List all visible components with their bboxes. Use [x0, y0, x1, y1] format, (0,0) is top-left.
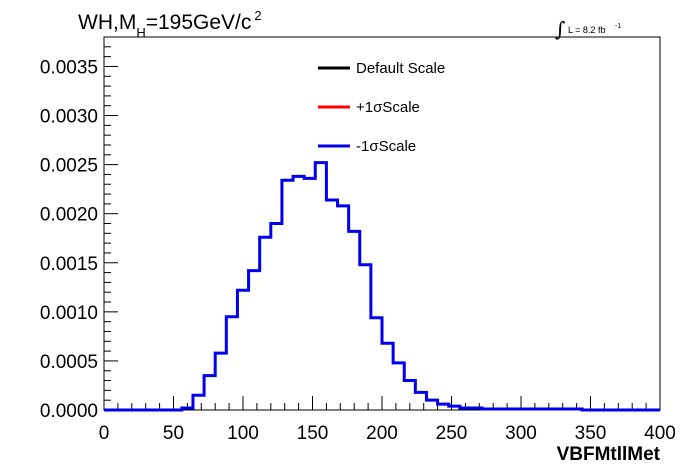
- y-tick-label: 0.0025: [40, 156, 98, 177]
- x-axis: 0 50 100 150 200 250 300 350 400: [99, 396, 676, 444]
- chart-title: WH,MH=195GeV/c 2: [78, 8, 262, 40]
- luminosity-superscript: -1: [615, 23, 621, 30]
- x-axis-label: VBFMtllMet: [557, 444, 661, 465]
- luminosity-label: ∫ L = 8.2 fb -1: [555, 17, 621, 41]
- y-tick-label: 0.0005: [40, 352, 98, 373]
- title-main: WH,M: [78, 11, 136, 34]
- x-tick-label: 50: [163, 423, 184, 444]
- x-tick-label: 150: [297, 423, 329, 444]
- legend-entry-label: +1σScale: [356, 99, 420, 116]
- luminosity-text: L = 8.2 fb: [568, 25, 605, 35]
- title-superscript: 2: [254, 8, 261, 23]
- x-tick-label: 400: [644, 423, 676, 444]
- x-tick-label: 250: [436, 423, 468, 444]
- histogram-series-line: [104, 161, 660, 412]
- legend-entry-label: -1σScale: [356, 138, 416, 155]
- y-tick-label: 0.0015: [40, 254, 98, 275]
- x-tick-label: 300: [505, 423, 537, 444]
- y-axis: 0.0000 0.0005 0.0010 0.0015 0.0020 0.0025 0.00…: [40, 36, 118, 422]
- plot-frame: [103, 36, 661, 411]
- y-tick-label: 0.0020: [40, 205, 98, 226]
- x-tick-label: 350: [575, 423, 607, 444]
- legend-entry-label: Default Scale: [356, 60, 445, 77]
- y-tick-label: 0.0010: [40, 303, 98, 324]
- y-tick-label: 0.0030: [40, 107, 98, 128]
- title-subscript: H: [136, 25, 145, 40]
- x-tick-label: 0: [99, 423, 110, 444]
- legend: Default Scale +1σScale -1σScale: [318, 60, 445, 155]
- integral-symbol: ∫: [555, 17, 565, 41]
- y-tick-label: 0.0000: [40, 401, 98, 422]
- series-layer: [104, 161, 660, 412]
- title-mass: =195GeV/c: [146, 11, 252, 34]
- y-tick-label: 0.0035: [40, 57, 98, 78]
- x-tick-label: 100: [227, 423, 259, 444]
- x-tick-label: 200: [366, 423, 398, 444]
